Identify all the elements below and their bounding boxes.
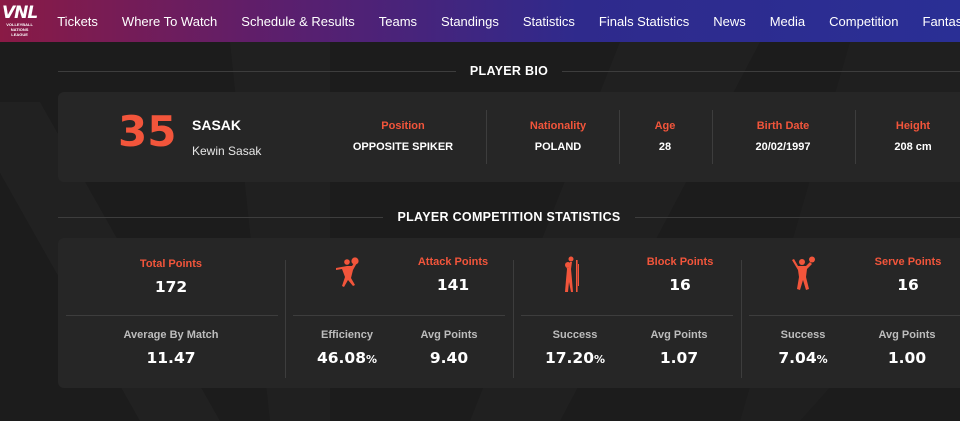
nav-item-finals-statistics[interactable]: Finals Statistics: [598, 13, 690, 29]
serve-player-icon: [792, 256, 815, 290]
stat-label: Success: [780, 329, 826, 341]
bio-label: Age: [654, 120, 676, 132]
stat-label: Attack Points: [417, 256, 489, 268]
serve-points-stat: Serve Points 16: [858, 256, 958, 294]
average-by-match-stat: Average By Match 11.47: [96, 329, 246, 367]
bio-value: OPPOSITE SPIKER: [352, 141, 454, 153]
divider: [513, 260, 514, 378]
stat-number: 46.08: [316, 349, 366, 367]
bio-birth-date: Birth Date 20/02/1997: [728, 120, 838, 153]
divider: [66, 315, 278, 316]
bio-value: POLAND: [534, 141, 582, 153]
stat-value: 17.20%: [532, 349, 618, 367]
divider: [58, 216, 384, 218]
divider: [855, 110, 856, 164]
nav-item-competition[interactable]: Competition: [829, 13, 899, 29]
competition-stats-header: PLAYER COMPETITION STATISTICS: [58, 210, 960, 224]
percent-unit: %: [816, 353, 828, 366]
player-full-name: Kewin Sasak: [192, 144, 262, 158]
nav-item-tickets[interactable]: Tickets: [57, 13, 98, 29]
attack-points-stat: Attack Points 141: [403, 256, 503, 294]
logo-subtitle: VOLLEYBALL NATIONS LEAGUE: [6, 22, 33, 37]
nav-item-fantasy[interactable]: Fantasy: [922, 13, 960, 29]
stat-number: 7.04: [778, 349, 817, 367]
bio-value: 28: [658, 141, 672, 153]
stat-label: Avg Points: [420, 329, 478, 341]
divider: [285, 260, 286, 378]
nav-item-media[interactable]: Media: [769, 13, 806, 29]
divider: [712, 110, 713, 164]
top-navigation-bar: VNL VOLLEYBALL NATIONS LEAGUE Tickets Wh…: [0, 0, 960, 42]
divider: [619, 110, 620, 164]
stat-value: 141: [436, 276, 470, 294]
stat-value: 16: [669, 276, 691, 294]
nav-item-where-to-watch[interactable]: Where To Watch: [121, 13, 218, 29]
nav-item-schedule-results[interactable]: Schedule & Results: [241, 13, 355, 29]
stat-value: 172: [154, 278, 188, 296]
section-title: PLAYER BIO: [469, 64, 549, 78]
stat-value: 1.00: [887, 349, 927, 367]
main-nav: Tickets Where To Watch Schedule & Result…: [57, 14, 960, 29]
serve-success-stat: Success 7.04%: [760, 329, 846, 367]
serve-avg-points-stat: Avg Points 1.00: [864, 329, 950, 367]
nav-item-teams[interactable]: Teams: [378, 13, 418, 29]
divider: [749, 315, 960, 316]
stat-value: 1.07: [659, 349, 699, 367]
block-success-stat: Success 17.20%: [532, 329, 618, 367]
stat-label: Avg Points: [650, 329, 708, 341]
stat-number: 17.20: [544, 349, 594, 367]
block-player-icon: [565, 256, 579, 292]
stat-value: 7.04%: [760, 349, 846, 367]
nav-item-standings[interactable]: Standings: [441, 13, 499, 29]
stat-value: 16: [897, 276, 919, 294]
bio-label: Height: [895, 120, 931, 132]
bio-value: 20/02/1997: [755, 141, 811, 153]
divider: [741, 260, 742, 378]
divider: [521, 315, 733, 316]
divider: [58, 70, 456, 72]
stat-value: 11.47: [146, 349, 196, 367]
stat-label: Avg Points: [878, 329, 936, 341]
stat-label: Efficiency: [321, 329, 373, 341]
stat-value: 9.40: [429, 349, 469, 367]
player-last-name: SASAK: [192, 117, 242, 133]
stat-label: Total Points: [139, 258, 203, 270]
stat-label: Block Points: [646, 256, 714, 268]
competition-stats-card: Total Points 172 Average By Match 11.47 …: [58, 238, 960, 388]
bio-position: Position OPPOSITE SPIKER: [328, 120, 478, 153]
bio-label: Position: [381, 120, 425, 132]
block-avg-points-stat: Avg Points 1.07: [636, 329, 722, 367]
player-bio-card: 35 SASAK Kewin Sasak Position OPPOSITE S…: [58, 92, 960, 182]
bio-age: Age 28: [630, 120, 700, 153]
stat-label: Average By Match: [123, 329, 219, 341]
player-bio-header: PLAYER BIO: [58, 64, 960, 78]
vnl-logo[interactable]: VNL VOLLEYBALL NATIONS LEAGUE: [2, 0, 38, 42]
nav-item-news[interactable]: News: [713, 13, 746, 29]
percent-unit: %: [366, 353, 378, 366]
attack-player-icon: [336, 257, 359, 287]
divider: [634, 216, 960, 218]
attack-avg-points-stat: Avg Points 9.40: [406, 329, 492, 367]
nav-item-statistics[interactable]: Statistics: [522, 13, 575, 29]
divider: [562, 70, 960, 72]
bio-height: Height 208 cm: [873, 120, 953, 153]
block-points-stat: Block Points 16: [630, 256, 730, 294]
total-points-stat: Total Points 172: [106, 258, 236, 296]
bio-value: 208 cm: [894, 141, 932, 153]
stat-value: 46.08%: [304, 349, 390, 367]
bio-nationality: Nationality POLAND: [503, 120, 613, 153]
divider: [486, 110, 487, 164]
stat-label: Serve Points: [874, 256, 942, 268]
bio-label: Nationality: [529, 120, 587, 132]
logo-text: VNL: [2, 3, 38, 23]
section-title: PLAYER COMPETITION STATISTICS: [397, 210, 621, 224]
bio-label: Birth Date: [756, 120, 810, 132]
stat-label: Success: [552, 329, 598, 341]
percent-unit: %: [594, 353, 606, 366]
attack-efficiency-stat: Efficiency 46.08%: [304, 329, 390, 367]
player-number: 35: [118, 107, 177, 156]
divider: [293, 315, 505, 316]
